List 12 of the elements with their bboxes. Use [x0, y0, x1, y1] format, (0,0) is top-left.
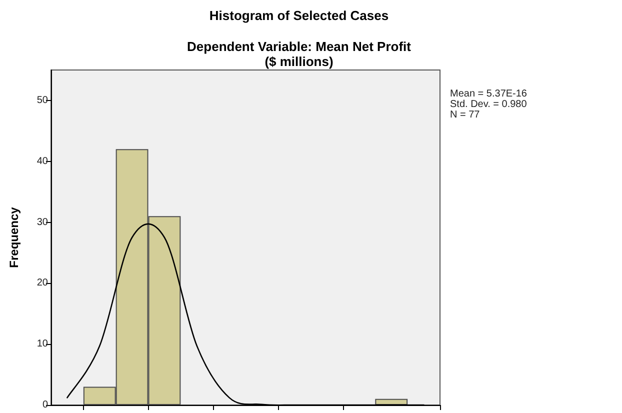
y-tick-label: 20 [36, 278, 48, 289]
y-tick-label: 40 [36, 156, 48, 167]
chart-subtitle: Dependent Variable: Mean Net Profit ($ millions) [187, 39, 412, 69]
chart-title: Histogram of Selected Cases [209, 8, 389, 23]
y-tick-label: 0 [42, 400, 48, 410]
text: Std. Dev. = 0.980 [450, 99, 528, 110]
y-tick-label: 30 [36, 216, 48, 228]
text: Mean = 5.37E-16 [450, 88, 528, 100]
text: N = 77 [450, 110, 480, 120]
y-tick-label: 50 [36, 94, 48, 106]
y-axis-title: Frequency [7, 206, 21, 268]
y-tick-label: 10 [36, 338, 48, 350]
